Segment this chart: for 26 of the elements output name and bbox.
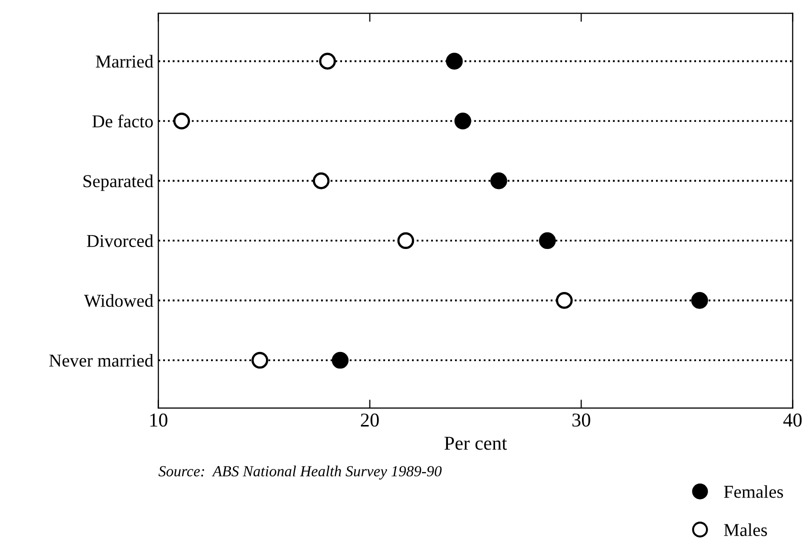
point [454, 112, 472, 130]
point [556, 292, 573, 309]
legend-label: Females [724, 485, 784, 498]
point [691, 292, 708, 309]
source-note: Source: ABS National Health Survey 1989-90 [158, 466, 442, 480]
x-tick-label: 20 [360, 414, 379, 427]
point [446, 52, 463, 70]
point [332, 352, 349, 369]
y-tick-label: De facto [92, 114, 153, 128]
legend-label: Males [724, 523, 767, 536]
x-axis-title: Per cent [444, 436, 507, 450]
point [397, 232, 414, 250]
y-tick-label: Divorced [86, 234, 154, 248]
x-tick-label: 30 [572, 414, 590, 427]
y-tick-label: Never married [49, 354, 154, 367]
y-tick-label: Widowed [84, 294, 154, 307]
point [539, 232, 556, 250]
point [312, 172, 330, 190]
point [251, 352, 268, 369]
point [173, 112, 190, 130]
point [490, 172, 508, 190]
y-tick-label: Separated [84, 174, 154, 191]
x-tick-label: 40 [783, 414, 802, 427]
x-tick-label: 10 [150, 414, 168, 427]
point [319, 52, 336, 70]
y-tick-label: Married [96, 54, 154, 68]
